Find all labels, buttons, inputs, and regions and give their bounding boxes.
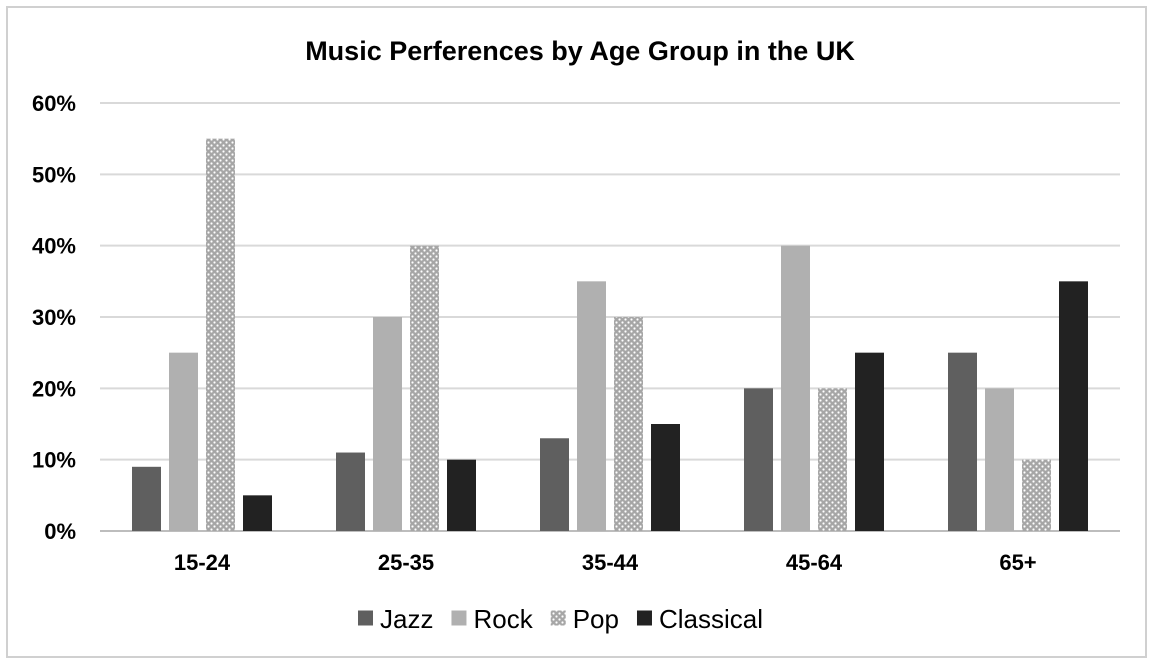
bar-pop: [206, 138, 235, 531]
chart-title: Music Perferences by Age Group in the UK: [305, 36, 855, 66]
bar-rock: [169, 352, 198, 531]
bar-jazz: [948, 352, 977, 531]
y-tick-label: 60%: [32, 91, 76, 116]
bar-rock: [985, 388, 1014, 531]
bar-classical: [1059, 281, 1088, 531]
x-axis-ticks: 15-24 25-35 35-44 45-64 65+: [174, 550, 1037, 575]
y-tick-label: 40%: [32, 234, 76, 259]
x-tick-label: 15-24: [174, 550, 231, 575]
legend-label: Jazz: [380, 604, 433, 634]
y-tick-label: 0%: [44, 519, 76, 544]
x-tick-label: 45-64: [786, 550, 843, 575]
legend-label: Classical: [659, 604, 763, 634]
bar-classical: [447, 459, 476, 531]
y-tick-label: 30%: [32, 305, 76, 330]
bar-classical: [855, 352, 884, 531]
bar-rock: [781, 245, 810, 531]
x-tick-label: 65+: [999, 550, 1036, 575]
bar-jazz: [336, 452, 365, 531]
bar-pop: [1022, 459, 1051, 531]
legend-label: Pop: [573, 604, 619, 634]
legend-swatch: [636, 610, 652, 626]
bar-jazz: [540, 438, 569, 531]
x-tick-label: 25-35: [378, 550, 434, 575]
legend-label: Rock: [473, 604, 533, 634]
bars: [132, 138, 1088, 531]
bar-pop: [818, 388, 847, 531]
legend-swatch: [358, 610, 373, 626]
y-tick-label: 50%: [32, 162, 76, 187]
bar-jazz: [132, 466, 161, 531]
legend-swatch: [451, 610, 467, 626]
y-tick-label: 20%: [32, 376, 76, 401]
chart-frame: [6, 6, 1147, 658]
y-axis-ticks: 0% 10% 20% 30% 40% 50% 60%: [32, 91, 76, 544]
bar-pop: [614, 317, 643, 531]
bar-rock: [577, 281, 606, 531]
y-tick-label: 10%: [32, 448, 76, 473]
legend-swatch: [550, 610, 566, 626]
bar-jazz: [744, 388, 773, 531]
bar-rock: [373, 317, 402, 531]
bar-classical: [651, 424, 680, 531]
bar-pop: [410, 245, 439, 531]
x-tick-label: 35-44: [582, 550, 639, 575]
bar-classical: [243, 495, 272, 531]
legend: Jazz Rock Pop Classical: [358, 604, 763, 634]
